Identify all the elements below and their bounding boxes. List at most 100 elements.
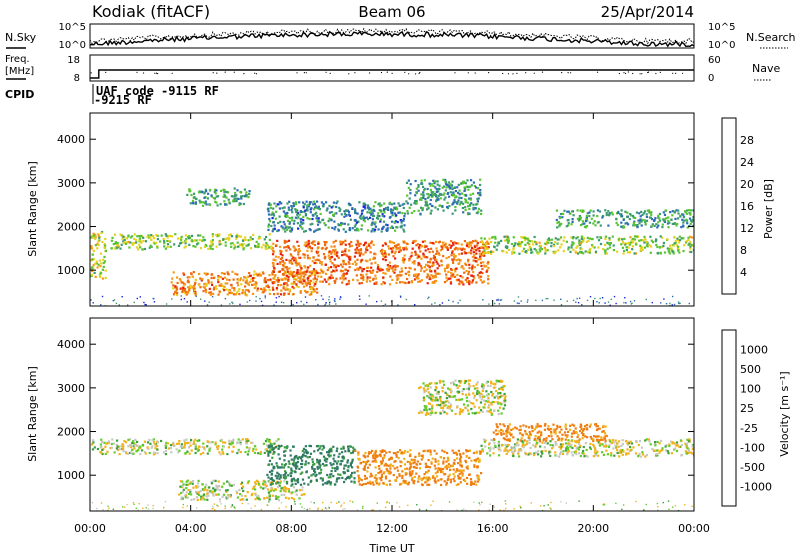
data-cell xyxy=(400,296,401,297)
data-cell xyxy=(242,279,244,281)
data-cell xyxy=(527,453,529,455)
data-cell xyxy=(284,473,286,475)
data-cell xyxy=(277,277,279,279)
data-cell xyxy=(198,284,200,286)
data-cell xyxy=(202,201,204,203)
data-cell xyxy=(100,304,101,305)
data-cell xyxy=(331,256,333,258)
data-cell xyxy=(466,242,468,244)
data-cell xyxy=(291,263,293,265)
data-cell xyxy=(320,477,322,479)
nave-dot xyxy=(216,73,217,74)
data-cell xyxy=(480,276,482,278)
data-cell xyxy=(473,452,475,454)
data-cell xyxy=(340,270,342,272)
data-cell xyxy=(398,457,400,459)
data-cell xyxy=(582,210,584,212)
data-cell xyxy=(150,239,152,241)
data-cell xyxy=(174,445,176,447)
data-cell xyxy=(518,444,520,446)
data-cell xyxy=(689,247,691,249)
data-cell xyxy=(527,238,529,240)
data-cell xyxy=(413,466,415,468)
data-cell xyxy=(497,447,499,449)
data-cell xyxy=(388,247,390,249)
data-cell xyxy=(90,236,92,238)
data-cell xyxy=(675,224,677,226)
data-cell xyxy=(487,267,489,269)
data-cell xyxy=(97,448,99,450)
data-cell xyxy=(482,242,484,244)
data-cell xyxy=(357,458,359,460)
data-cell xyxy=(284,477,286,479)
data-cell xyxy=(416,188,418,190)
data-cell xyxy=(255,494,257,496)
data-cell xyxy=(383,203,385,205)
data-cell xyxy=(616,449,618,451)
data-cell xyxy=(237,496,239,498)
data-cell xyxy=(303,206,305,208)
data-cell xyxy=(486,252,488,254)
freq-label-2: [MHz] xyxy=(5,66,34,77)
data-cell xyxy=(235,194,237,196)
data-cell xyxy=(477,247,479,249)
nave-dot xyxy=(348,73,349,74)
data-cell xyxy=(627,251,629,253)
data-cell xyxy=(311,468,313,470)
data-cell xyxy=(478,459,480,461)
data-cell xyxy=(280,284,282,286)
colorbar-tick-label: 12 xyxy=(740,222,754,235)
data-cell xyxy=(490,251,492,253)
data-cell xyxy=(185,496,187,498)
data-cell xyxy=(464,188,466,190)
data-cell xyxy=(452,192,454,194)
data-cell xyxy=(338,257,340,259)
data-cell xyxy=(420,265,422,267)
data-cell xyxy=(454,206,456,208)
data-cell xyxy=(283,283,285,285)
data-cell xyxy=(518,303,519,304)
data-cell xyxy=(283,206,285,208)
data-cell xyxy=(312,257,314,259)
data-cell xyxy=(172,284,174,286)
data-cell xyxy=(427,298,428,299)
data-cell xyxy=(521,241,523,243)
data-cell xyxy=(131,449,133,451)
data-cell xyxy=(371,230,373,232)
data-cell xyxy=(356,222,358,224)
data-cell xyxy=(303,448,305,450)
data-cell xyxy=(334,483,336,485)
data-cell xyxy=(638,240,640,242)
data-cell xyxy=(421,180,423,182)
data-cell xyxy=(376,478,378,480)
data-cell xyxy=(479,184,481,186)
data-cell xyxy=(682,214,684,216)
data-cell xyxy=(431,205,433,207)
data-cell xyxy=(615,218,617,220)
data-cell xyxy=(266,450,268,452)
data-cell xyxy=(278,445,280,447)
data-cell xyxy=(375,277,377,279)
data-cell xyxy=(422,186,424,188)
data-cell xyxy=(319,262,321,264)
data-cell xyxy=(455,471,457,473)
nave-dot xyxy=(597,72,598,73)
data-cell xyxy=(445,274,447,276)
data-cell xyxy=(228,201,230,203)
data-cell xyxy=(415,191,417,193)
data-cell xyxy=(427,275,429,277)
data-cell xyxy=(372,279,374,281)
data-cell xyxy=(453,452,455,454)
data-cell xyxy=(358,245,360,247)
data-cell xyxy=(136,450,138,452)
data-cell xyxy=(342,251,344,253)
data-cell xyxy=(345,215,347,217)
data-cell xyxy=(105,250,107,252)
data-cell xyxy=(264,289,266,291)
data-cell xyxy=(334,226,336,228)
data-cell xyxy=(409,197,411,199)
data-cell xyxy=(339,474,341,476)
data-cell xyxy=(228,199,230,201)
data-cell xyxy=(446,468,448,470)
data-cell xyxy=(439,193,441,195)
